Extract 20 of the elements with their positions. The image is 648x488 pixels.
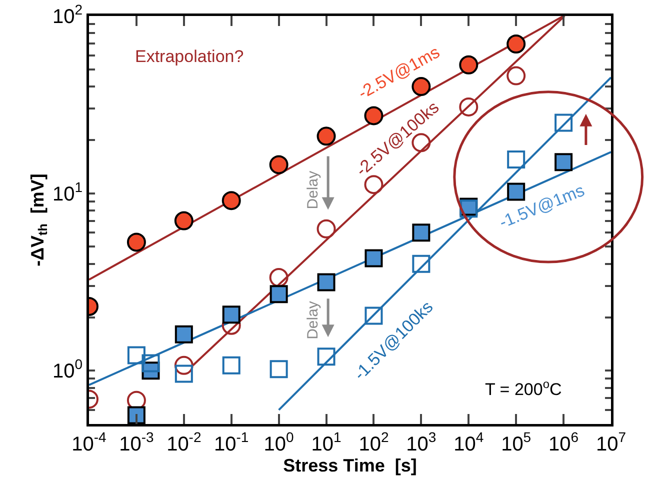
y-tick-label: 10$^{0}$ <box>52 356 83 383</box>
x-tick-label: 10$^{-1}$ <box>214 429 249 456</box>
x-tick-label: 10$^{6}$ <box>548 429 579 456</box>
annotation: T = 200$^{o}$C <box>485 377 562 400</box>
x-tick-label: 10$^{3}$ <box>406 429 436 456</box>
annotation: Delay <box>304 170 322 210</box>
annotation: Delay <box>304 300 322 340</box>
x-tick-label: 10$^{4}$ <box>454 429 484 456</box>
y-tick-label: 10$^{2}$ <box>52 2 83 28</box>
x-tick-label: 10$^{-3}$ <box>119 429 154 456</box>
x-tick-label: 10$^{-4}$ <box>72 429 107 456</box>
x-tick-label: 10$^{2}$ <box>358 429 389 456</box>
y-tick-label: 10$^{1}$ <box>52 178 83 206</box>
x-tick-label: 10$^{-2}$ <box>166 429 202 456</box>
x-tick-label: 10$^{7}$ <box>596 429 626 456</box>
x-tick-label: 10$^{0}$ <box>264 429 294 456</box>
x-axis-title: Stress Time [s] <box>283 456 417 476</box>
annotation: Extrapolation? <box>135 47 244 66</box>
x-tick-label: 10$^{5}$ <box>501 429 532 456</box>
x-tick-label: 10$^{1}$ <box>311 429 342 456</box>
